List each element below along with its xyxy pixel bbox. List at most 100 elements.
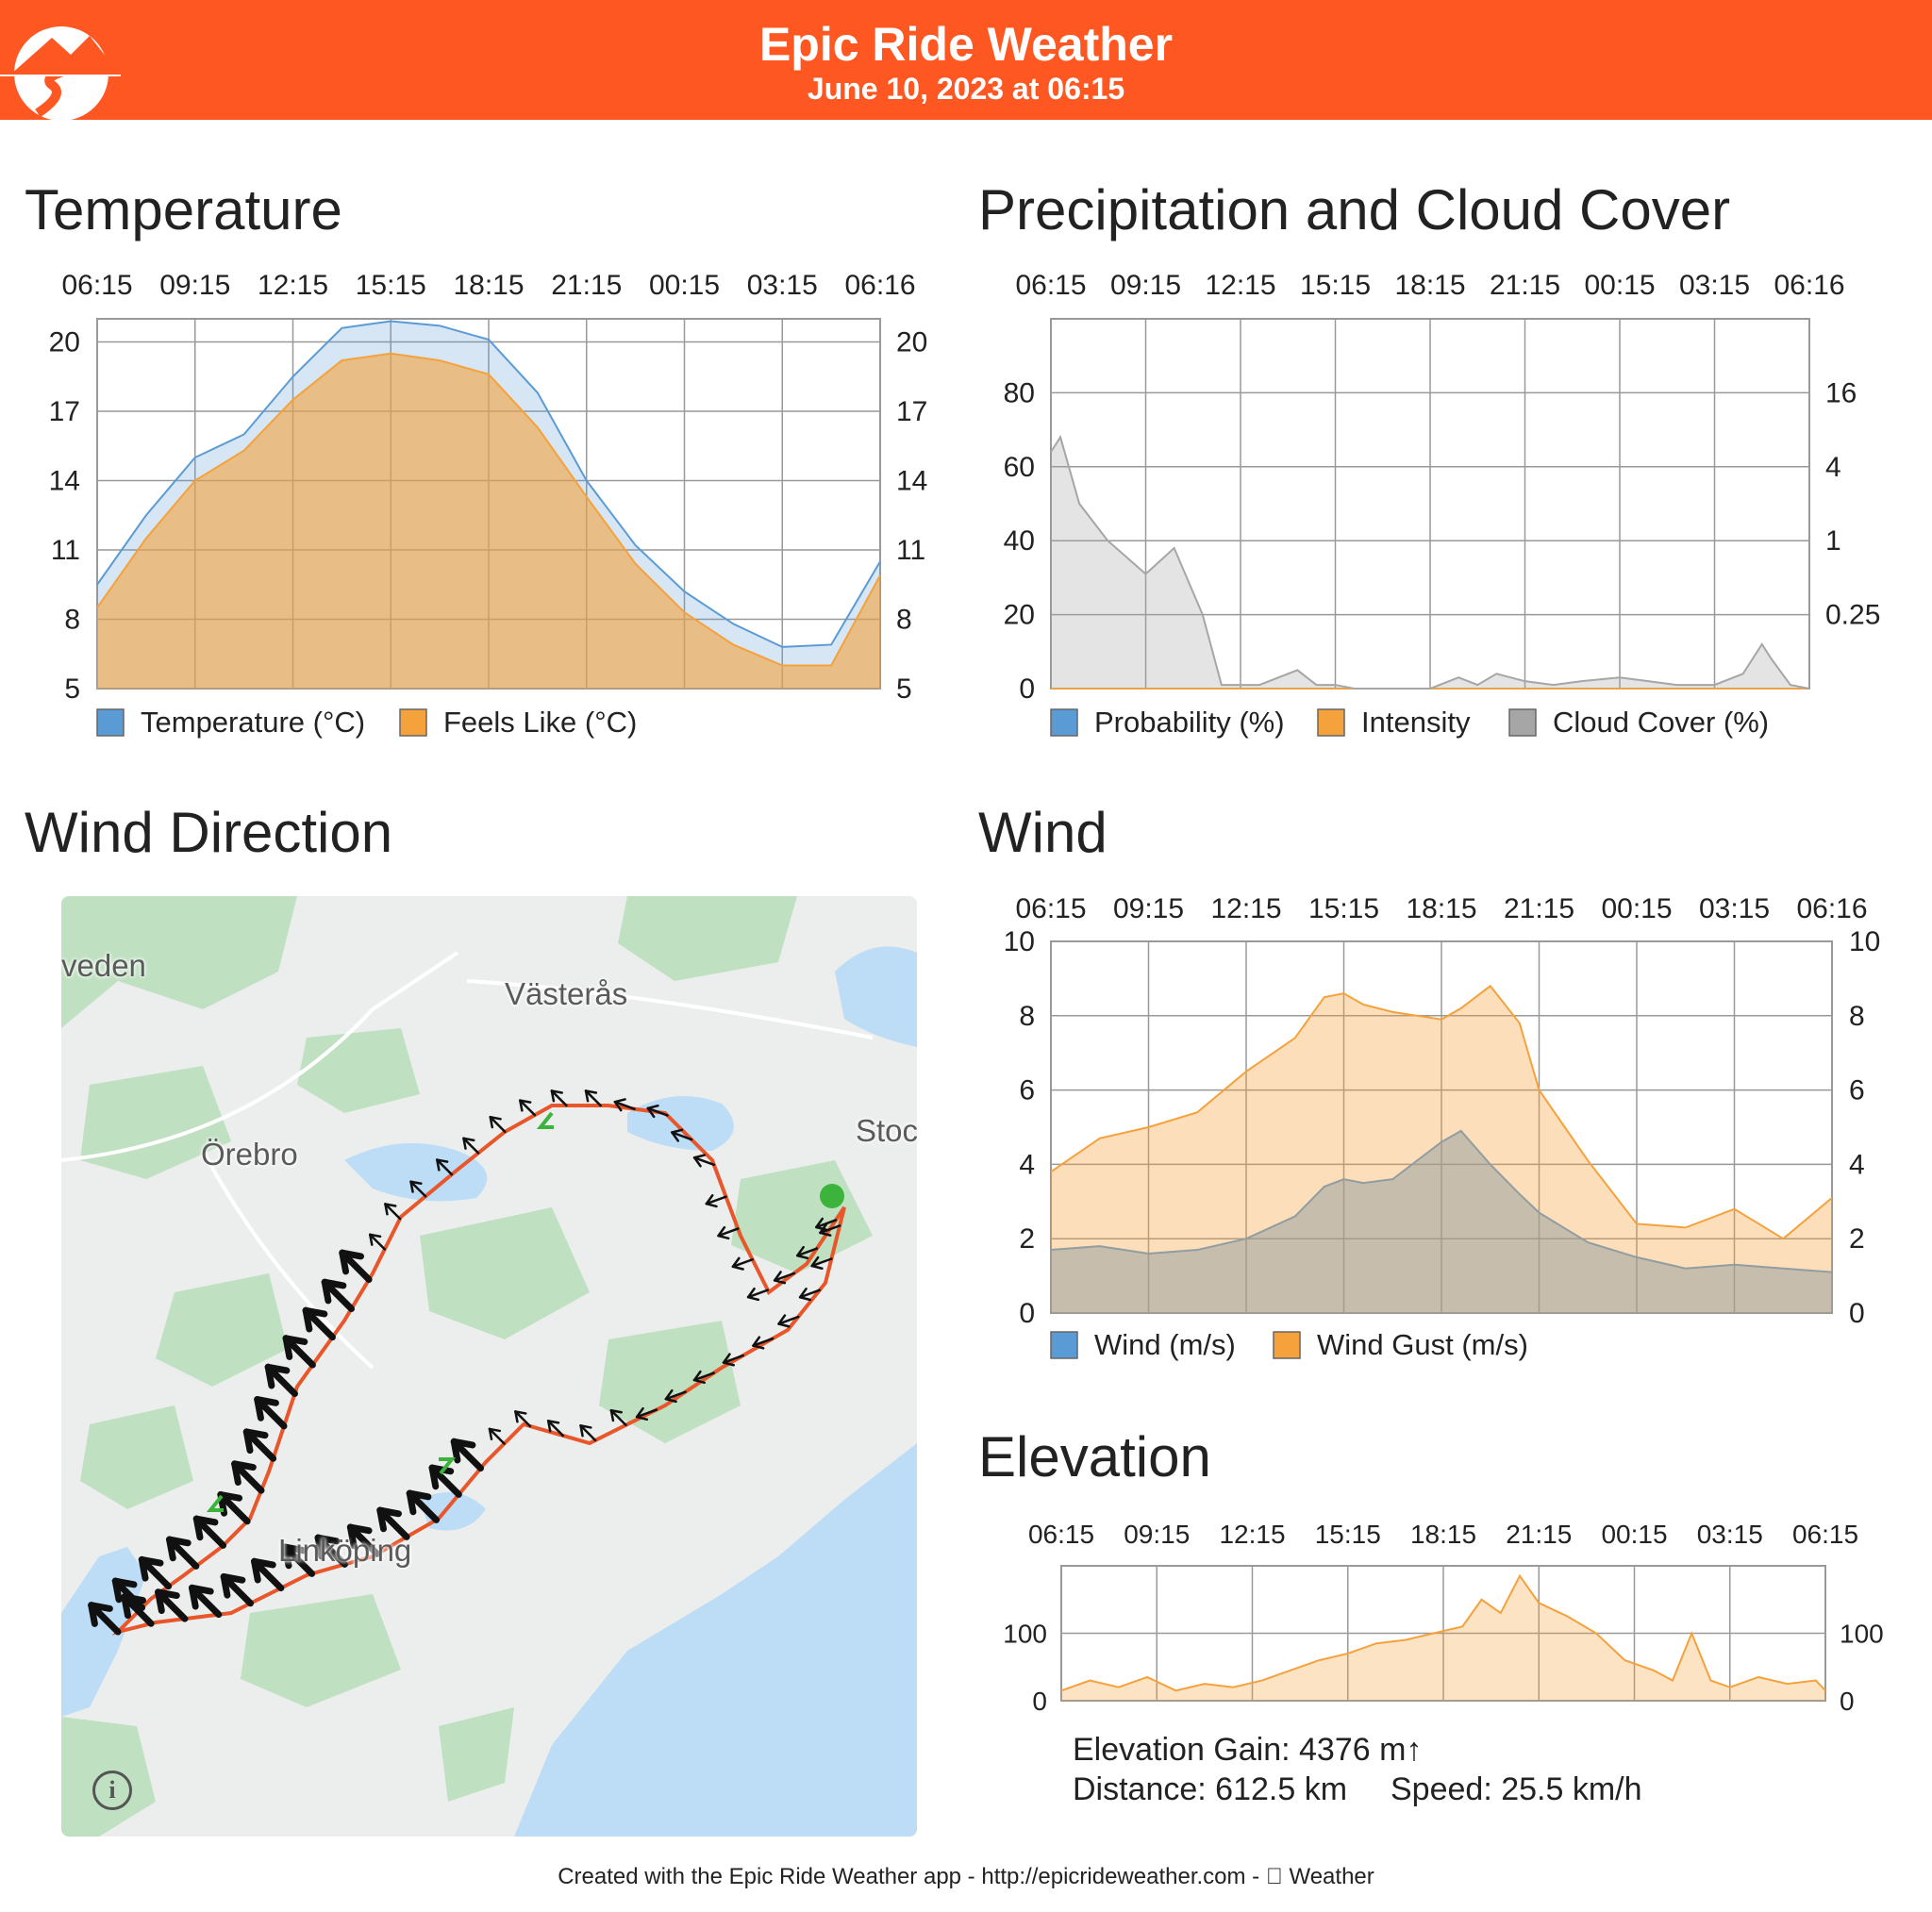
x-tick-label: 00:15: [1601, 893, 1672, 924]
wind-arrow: [88, 1602, 122, 1636]
wind-arrow: [796, 1247, 819, 1257]
y-tick-label: 20: [49, 327, 80, 358]
legend-swatch: [1050, 708, 1078, 737]
wind-chart: 06:15 09:15 12:15 15:15 18:15 21:15 00:15 03:15…: [1004, 893, 1881, 1361]
y-tick-label: 11: [51, 535, 80, 566]
y-tick-label-right: 10: [1849, 926, 1880, 957]
x-tick-label: 06:15: [1028, 1520, 1094, 1549]
wind-arrow: [519, 1099, 537, 1117]
x-tick-label: 06:15: [1015, 270, 1086, 301]
wind-arrow-head: [488, 1427, 493, 1440]
x-tick-label: 18:15: [453, 270, 524, 301]
wind-arrow: [692, 1372, 715, 1382]
y-tick-label-right: 8: [1849, 1001, 1865, 1032]
wind-arrow: [314, 1534, 348, 1568]
wind-arrow: [550, 1089, 568, 1107]
wind-arrow-head: [705, 1202, 718, 1208]
wind-arrow-head: [815, 1225, 828, 1231]
wind-arrow: [406, 1489, 441, 1523]
wind-arrow-head: [231, 1460, 257, 1471]
map-label-sweden: veden: [61, 948, 146, 983]
wind-arrow: [798, 1289, 822, 1299]
wind-arrow: [242, 1428, 277, 1462]
wind-arrow: [635, 1408, 658, 1419]
y-tick-label: 100: [1003, 1620, 1047, 1649]
wind-arrow: [321, 1278, 355, 1313]
wind-arrow-head: [519, 1099, 532, 1104]
wind-arrow: [692, 1156, 716, 1167]
wind-arrow: [579, 1424, 597, 1442]
wind-arrow-head: [192, 1515, 219, 1526]
wind-arrow: [450, 1438, 485, 1472]
wind-arrow-head: [609, 1408, 615, 1422]
wind-arrow: [282, 1335, 316, 1369]
wind-arrow-head: [550, 1089, 556, 1103]
y2-tick-label: 4: [1825, 452, 1841, 483]
x-tick-label: 06:15: [1792, 1520, 1858, 1549]
wind-arrow-head: [796, 1245, 805, 1257]
wind-arrow-head: [384, 1203, 397, 1207]
wind-arrow-head: [189, 1584, 214, 1595]
wind-arrow-head: [489, 1116, 502, 1121]
wind-arrow: [264, 1363, 298, 1398]
x-tick-label: 12:15: [258, 270, 328, 301]
y-tick-label-right: 4: [1849, 1149, 1865, 1180]
legend-swatch: [1317, 708, 1345, 737]
wind-arrow-head: [777, 1314, 787, 1325]
wind-arrow-head: [436, 1158, 449, 1163]
x-tick-label: 00:15: [1584, 270, 1655, 301]
y-tick-label-right: 0: [1849, 1298, 1865, 1329]
legend-label: Wind Gust (m/s): [1317, 1328, 1528, 1361]
wind-arrow: [462, 1137, 480, 1155]
map-label-linkoping: Linköping: [278, 1533, 412, 1568]
wind-arrow-head: [777, 1322, 791, 1328]
y-tick-label-right: 0: [1840, 1687, 1855, 1716]
x-tick-label: 09:15: [1110, 270, 1181, 301]
wind-arrow-head: [773, 1271, 782, 1282]
wind-arrow-head: [138, 1555, 164, 1567]
wind-direction-map[interactable]: veden Västerås Örebro Stoc Linköping i: [61, 896, 917, 1837]
y2-tick-label: 1: [1825, 525, 1841, 557]
wind-arrow: [609, 1408, 627, 1427]
wind-arrow-head: [671, 1131, 680, 1142]
x-tick-label: 06:16: [1774, 270, 1844, 301]
wind-arrow-head: [752, 1344, 765, 1350]
map-label-orebro: Örebro: [201, 1137, 298, 1172]
footer-credit: Created with the Epic Ride Weather app -…: [558, 1864, 1374, 1889]
wind-arrow: [192, 1515, 227, 1549]
wind-arrow: [155, 1588, 189, 1622]
x-tick-label: 15:15: [1300, 270, 1371, 301]
precipitation-title: Precipitation and Cloud Cover: [978, 178, 1731, 241]
wind-arrow-head: [251, 1557, 276, 1569]
wind-arrow: [746, 1289, 770, 1299]
wind-arrow-head: [436, 1158, 441, 1172]
legend-swatch: [96, 708, 125, 737]
elevation-title: Elevation: [978, 1425, 1211, 1488]
x-tick-label: 09:15: [1124, 1520, 1190, 1549]
x-tick-label: 12:15: [1205, 270, 1275, 301]
x-tick-label: 21:15: [1506, 1520, 1572, 1549]
speed: Speed: 25.5 km/h: [1391, 1771, 1642, 1807]
series-line-0: [96, 320, 881, 648]
legend-label: Probability (%): [1094, 706, 1285, 739]
wind-arrow-head: [579, 1424, 592, 1429]
x-tick-label: 21:15: [551, 270, 622, 301]
info-icon[interactable]: i: [92, 1771, 132, 1810]
wind-arrow-head: [314, 1534, 341, 1545]
wind-arrow-head: [376, 1506, 402, 1518]
x-tick-label: 21:15: [1490, 270, 1560, 301]
wind-arrow: [189, 1584, 223, 1619]
wind-arrow: [384, 1203, 402, 1221]
wind-arrow: [731, 1258, 754, 1269]
y-tick-label: 5: [64, 673, 80, 705]
wind-arrow-head: [731, 1256, 741, 1269]
y-tick-label: 8: [1019, 1001, 1035, 1032]
wind-arrow: [251, 1557, 285, 1592]
wind-arrow-head: [635, 1415, 649, 1422]
plot-frame: [1060, 1565, 1826, 1702]
app-header: Epic Ride Weather June 10, 2023 at 06:15: [0, 0, 1932, 120]
wind-arrow: [613, 1100, 636, 1110]
wind-arrow-head: [798, 1296, 812, 1302]
series-line-1: [1050, 984, 1833, 1240]
wind-arrow: [819, 1224, 841, 1235]
